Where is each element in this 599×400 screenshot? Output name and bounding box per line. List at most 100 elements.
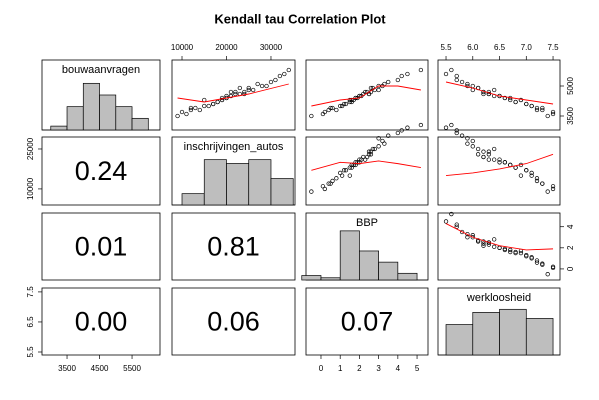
scatter-point [465,141,470,146]
y-tick-label: 10000 [26,177,35,200]
scatter-point [497,157,502,162]
scatter-point [202,103,207,109]
scatter-point [372,146,377,152]
scatter-point [529,255,534,260]
scatter-point [534,176,540,181]
panel [437,59,561,131]
scatter-point [454,222,459,227]
panel [305,287,429,356]
scatter-point [550,109,556,115]
x-tick-label: 3 [376,364,381,373]
scatter-point [334,176,339,181]
scatter-point [465,136,470,141]
scatter-point [395,130,400,136]
scatter-point [320,184,326,189]
scatter-point [273,77,278,83]
y-tick-label: 2 [566,245,575,250]
scatter-point [386,133,391,138]
scatter-point [486,149,491,154]
x-tick-label: 10000 [171,43,194,52]
panel [437,136,561,206]
hist-bar [181,193,205,206]
panel [305,59,429,131]
scatter-point [529,170,534,176]
scatter-point [359,157,364,162]
correlation: 0.06 [207,307,260,337]
x-tick-label: 3500 [58,364,76,373]
panel [41,136,161,206]
hist-bar [115,106,133,131]
scatter-point [237,85,242,91]
scatter-point [454,130,459,136]
scatter-point [486,157,491,162]
scatter-point [349,97,354,103]
scatter-point [184,111,189,117]
hist-bar [226,163,250,206]
scatter-point [486,242,491,247]
scatter-point [508,247,513,253]
scatter-point [492,146,497,152]
scatter-point [459,133,465,138]
scatter-point [334,107,339,113]
scatter-point [449,122,454,128]
scatter-point [282,71,287,77]
scatter-point [443,219,449,224]
scatter-point [242,89,247,95]
scatter-point [366,149,372,154]
scatter-point [309,113,314,119]
y-tick-label: 5000 [566,77,575,95]
hist-bar [359,250,379,281]
x-tick-label: 4 [396,364,401,373]
scatter-point [343,168,349,173]
scatter-point [465,81,470,87]
scatter-point [405,125,410,130]
x-tick-label: 20000 [215,43,238,52]
scatter-point [395,77,400,83]
scatter-point [320,111,326,117]
scatter-point [399,128,404,133]
y-tick-label: 7.5 [26,286,35,298]
scatter-point [326,107,331,113]
scatter-point [502,95,508,101]
scatter-point [343,101,349,107]
y-tick-label: 3500 [566,107,575,125]
scatter-point [502,247,508,253]
scatter-point [206,103,211,109]
panel [171,287,296,356]
scatter-point [529,173,534,178]
scatter-point [492,157,497,162]
smoother [311,85,421,107]
x-tick-label: 4500 [91,364,109,373]
scatter-point [502,160,508,165]
scatter-point [443,125,449,130]
scatter-point [339,173,345,178]
scatter-point [268,79,274,85]
scatter-point [286,67,291,73]
scatter-point [481,243,486,248]
scatter-point [368,149,374,154]
scatter-point [550,186,556,192]
correlation: 0.01 [75,232,128,262]
scatter-point [233,89,238,95]
variable-name: bouwaanvragen [62,64,140,76]
hist-bar [320,277,341,281]
scatter-point [188,105,194,111]
scatter-point [251,87,256,93]
scatter-point [347,173,352,178]
hist-bar [301,275,322,281]
hist-bar [99,94,117,131]
scatter-point [486,91,491,97]
y-tick-label: 4 [566,224,575,229]
scatter-point [386,79,391,85]
hist-bar [203,159,227,206]
hist-bar [445,324,474,356]
scatter-point [179,109,185,115]
smoother [445,153,554,177]
x-tick-label: 6.0 [467,43,479,52]
scatter-point [470,138,475,144]
scatter-point [513,99,518,105]
scatter-point [264,83,269,89]
scatter-point [454,73,459,79]
scatter-point [481,91,486,97]
